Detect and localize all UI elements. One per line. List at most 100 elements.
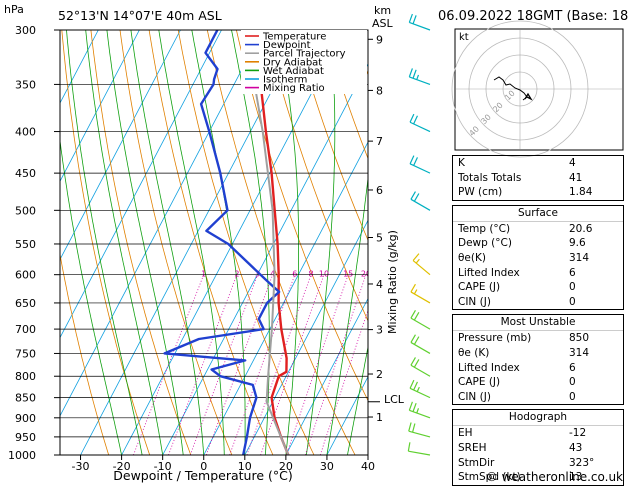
wind-barb-flag [413,70,416,78]
most-unstable-row: Pressure (mb)850 [453,331,623,346]
surface-title: Surface [453,206,623,222]
most-unstable-row: Lifted Index 6 [453,361,623,376]
pressure-tick-label: 400 [15,126,36,139]
index-label: Totals Totals [458,171,521,186]
wind-barb-flag [409,14,412,22]
wind-barb [411,192,430,211]
surface-label: Dewp (°C) [458,236,512,251]
wind-barbs [408,14,430,455]
wind-barb-flag [411,192,416,200]
wind-barb-flag [411,335,416,343]
x-axis-title: Dewpoint / Temperature (°C) [113,468,292,483]
wind-barb-flag [410,156,414,164]
wind-barb-staff [409,22,430,30]
wind-barb-flag [414,382,418,390]
wind-barb [410,380,430,397]
surface-row: θe(K)314 [453,251,623,266]
wind-barb-flag [409,68,412,76]
wind-barb [409,402,430,418]
wind-barb [413,254,430,275]
pressure-tick-label: 750 [15,347,36,360]
surface-label: CIN (J) [458,295,491,310]
wind-barb-flag [409,423,411,432]
km-tick-label: 4 [376,278,383,291]
most-unstable-value: 850 [569,331,619,346]
mixing-ratio-label: 15 [343,270,353,279]
surface-row: CAPE (J)0 [453,280,623,295]
wind-barb-flag [413,254,419,261]
mixing-ratio-label: 10 [319,270,329,279]
mixing-ratio-axis-label: Mixing Ratio (g/kg) [386,230,399,334]
most-unstable-row: CIN (J)0 [453,390,623,405]
wind-barb-staff [408,451,430,455]
wind-barb [409,68,430,84]
wind-barb-flag [414,337,419,345]
wind-barb-staff [411,365,430,376]
most-unstable-label: CAPE (J) [458,375,500,390]
km-tick-label: 1 [376,411,383,424]
pressure-tick-label: 450 [15,167,36,180]
surface-label: CAPE (J) [458,280,500,295]
most-unstable-title: Most Unstable [453,315,623,331]
pressure-tick-label: 300 [15,24,36,37]
wind-barb [409,423,430,437]
mixing-ratio-label: 6 [292,270,297,279]
most-unstable-label: θe (K) [458,346,489,361]
pressure-tick-label: 800 [15,370,36,383]
wind-barb-flag [409,402,412,410]
temperature-tick-label: 30 [320,460,334,473]
wind-barb-flag [417,75,419,80]
index-value: 4 [569,156,619,171]
wind-barb-flag [413,403,416,411]
wind-barb-staff [409,431,430,437]
pressure-tick-label: 500 [15,204,36,217]
pressure-tick-label: 600 [15,269,36,282]
wind-barb-flag [417,408,419,413]
pressure-tick-label: 1000 [8,449,36,462]
km-tick-label: 9 [376,33,383,46]
most-unstable-label: Lifted Index [458,361,520,376]
surface-value: 314 [569,251,619,266]
surface-value: 20.6 [569,222,619,237]
wind-barb-staff [410,164,430,173]
wind-barb-flag [411,284,416,292]
hodograph-stat-value: 43 [569,441,619,456]
mixing-ratio-line [320,275,380,455]
lcl-label: LCL [384,393,405,406]
wet-adiabat-line [107,30,183,455]
km-label: km [374,4,391,17]
wind-barb-staff [410,122,430,131]
pressure-tick-label: 550 [15,238,36,251]
surface-value: 9.6 [569,236,619,251]
wind-barb-staff [409,77,430,85]
index-label: PW (cm) [458,185,502,200]
hodograph-stat-label: EH [458,426,473,441]
wind-barb-flag [414,157,418,165]
surface-value: 0 [569,295,619,310]
wind-barb-staff [411,292,430,303]
wind-barb-staff [409,410,430,418]
hodograph-box-title: Hodograph [453,410,623,426]
copyright-footer: © weatheronline.co.uk [486,470,623,484]
wind-barb [408,442,430,455]
pressure-tick-label: 650 [15,297,36,310]
asl-label: ASL [372,17,394,30]
wind-barb-staff [413,261,430,275]
most-unstable-value: 6 [569,361,619,376]
wind-barb-staff [411,318,430,329]
hodograph-stat-row: EH-12 [453,426,623,441]
mixing-ratio-label: 20 [361,270,371,279]
wind-barb-staff [411,342,430,353]
location-title: 52°13'N 14°07'E 40m ASL [58,8,222,23]
most-unstable-row: CAPE (J)0 [453,375,623,390]
wind-barb [411,310,430,329]
wind-barb [411,335,430,354]
